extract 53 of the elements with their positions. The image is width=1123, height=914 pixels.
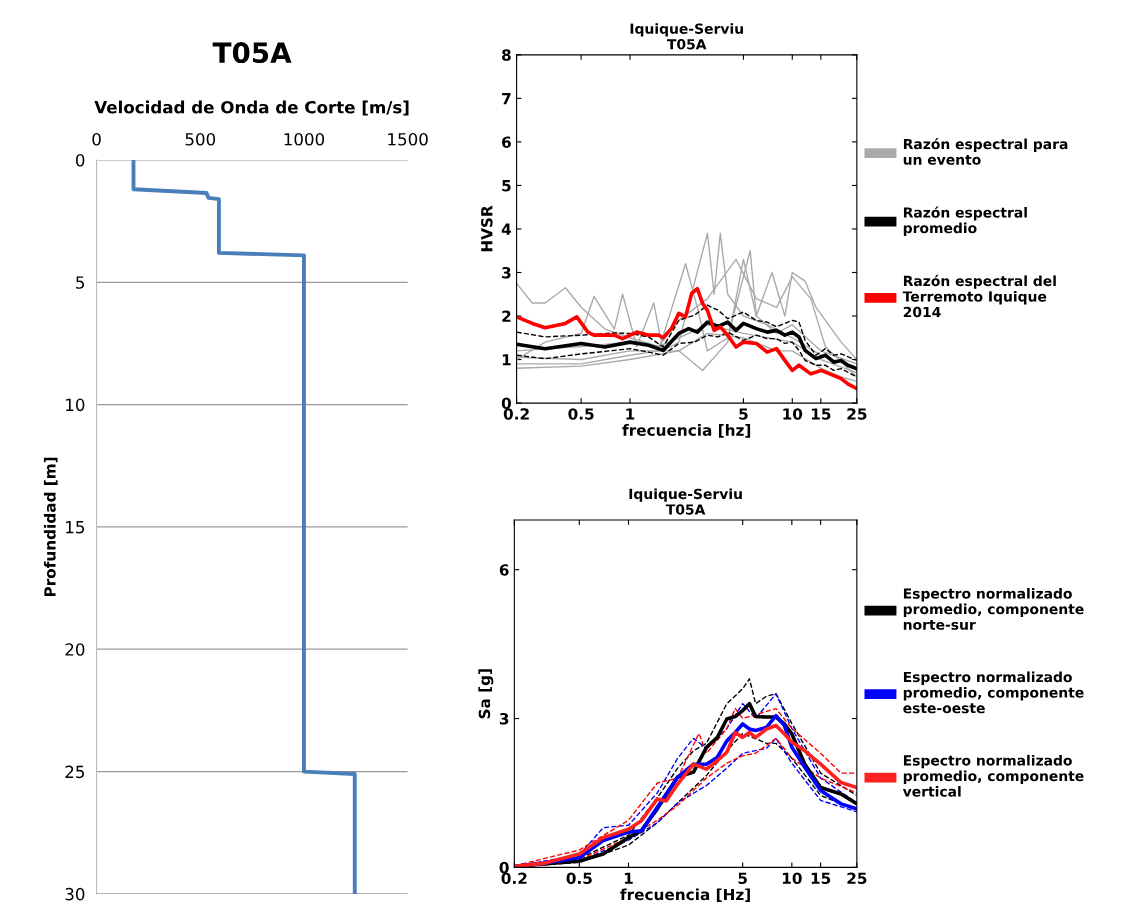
- x-tick-label: 1500: [388, 133, 428, 146]
- y-tick-label: 7: [502, 93, 511, 105]
- x-tick-label: 500: [185, 133, 216, 146]
- legend-label: Razón espectral promedio: [903, 206, 1027, 236]
- y-tick-label: 3: [502, 266, 511, 279]
- y-tick-label: 6: [502, 136, 511, 148]
- y-tick-label: 3: [499, 713, 509, 725]
- x-tick-label: 5: [738, 872, 747, 885]
- x-tick-label: 15: [811, 872, 831, 885]
- x-tick-label: 5: [739, 408, 748, 420]
- legend-label: Razón espectral para un evento: [903, 137, 1068, 165]
- y-tick-label: 0: [501, 397, 511, 410]
- x-axis-title: frecuencia [Hz]: [620, 888, 750, 903]
- y-tick-label: 20: [65, 643, 85, 656]
- x-tick-label: 0.5: [566, 872, 592, 885]
- x-tick-label: 1: [626, 408, 635, 420]
- x-tick-label: 0.5: [568, 408, 594, 420]
- y-axis-title: HVSR: [481, 205, 493, 252]
- y-tick-label: 1: [502, 354, 511, 366]
- x-tick-label: 0.2: [503, 408, 529, 420]
- x-tick-label: 0.2: [501, 872, 527, 885]
- y-tick-label: 8: [502, 49, 511, 61]
- x-tick-label: 1: [624, 872, 633, 884]
- chart-title: T05A: [212, 42, 292, 64]
- x-tick-label: 15: [811, 408, 831, 420]
- legend-label: Espectro normalizado promedio, componente vertical: [902, 754, 1084, 797]
- chart-title: Iquique-Serviu: [629, 488, 742, 502]
- x-tick-label: 25: [847, 408, 867, 420]
- y-tick-label: 6: [499, 564, 509, 576]
- y-tick-label: 0: [75, 153, 85, 167]
- y-tick-label: 15: [66, 521, 85, 534]
- y-axis-title: Profundidad [m]: [43, 457, 58, 597]
- chart-subtitle: T05A: [667, 38, 707, 50]
- x-axis-title: Velocidad de Onda de Corte [m/s]: [94, 100, 409, 116]
- x-axis-title: frecuencia [hz]: [622, 424, 751, 438]
- x-tick-label: 25: [847, 872, 867, 885]
- x-tick-label: 1000: [284, 133, 325, 146]
- y-tick-label: 5: [76, 276, 85, 289]
- y-tick-label: 25: [65, 765, 85, 779]
- chart-title: Iquique-Serviu: [630, 23, 743, 37]
- y-tick-label: 30: [65, 887, 85, 901]
- y-tick-label: 4: [501, 223, 512, 235]
- y-tick-label: 5: [502, 180, 511, 192]
- legend-label: Espectro normalizado promedio, componente norte-sur: [903, 588, 1084, 630]
- x-tick-label: 10: [782, 872, 802, 885]
- x-tick-label: 10: [783, 408, 803, 420]
- y-tick-label: 2: [502, 310, 511, 322]
- y-axis-title: Sa [g]: [478, 669, 494, 719]
- y-tick-label: 0: [499, 861, 509, 874]
- chart-subtitle: T05A: [665, 504, 706, 515]
- legend-label: Razón espectral del Terremoto Iquique 2014: [902, 274, 1056, 318]
- legend-label: Espectro normalizado promedio, componente este-oeste: [903, 671, 1084, 714]
- x-tick-label: 0: [92, 133, 101, 146]
